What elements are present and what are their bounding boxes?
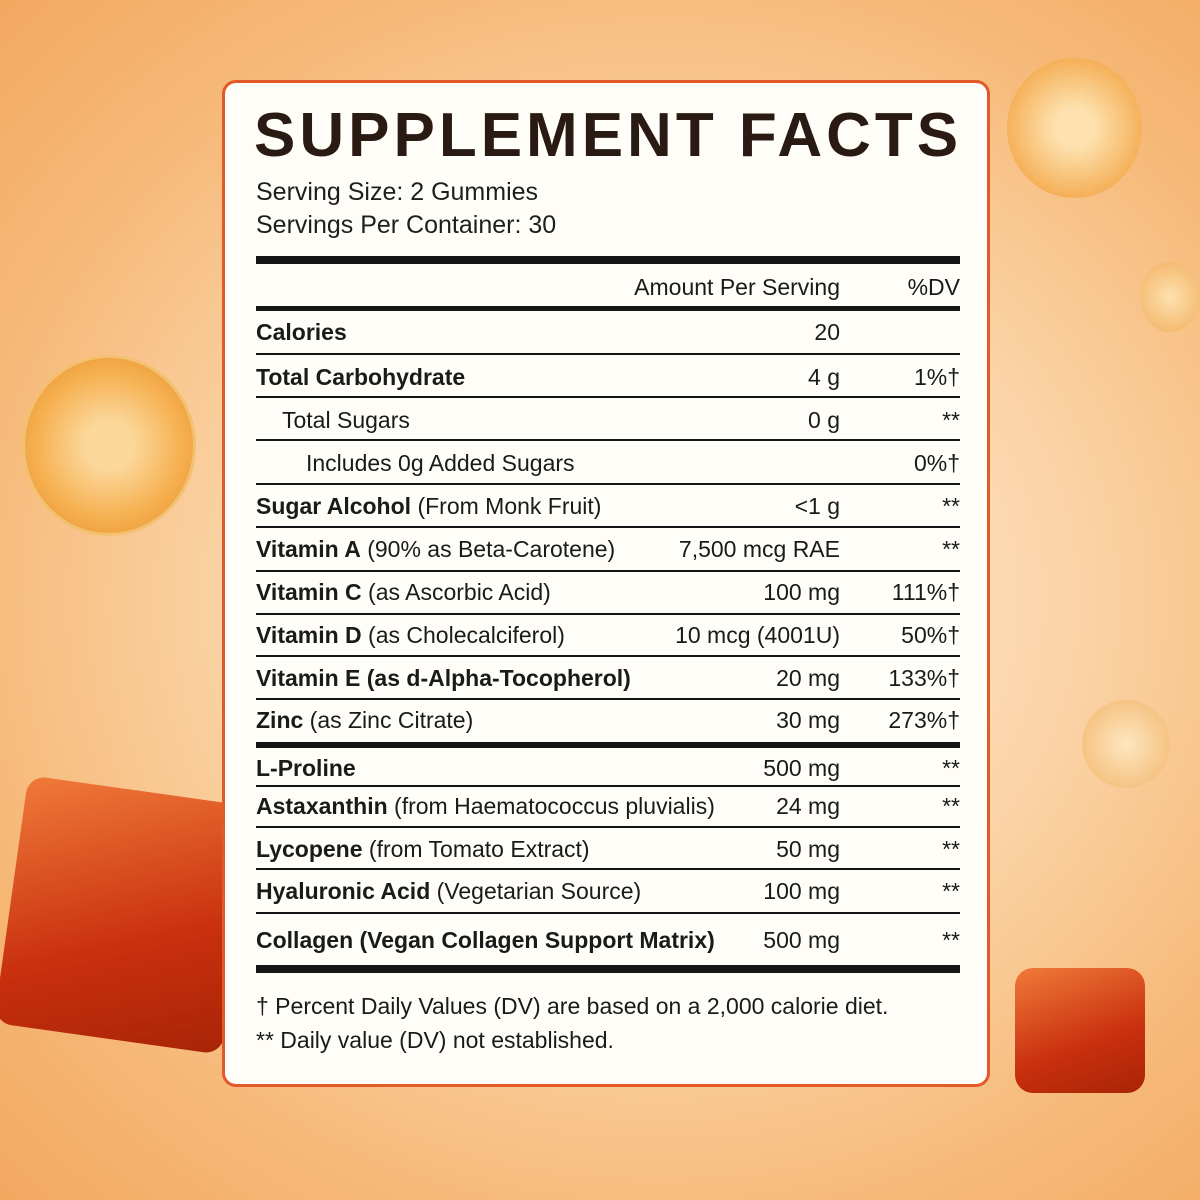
nutrient-detail: (as Ascorbic Acid)	[368, 579, 551, 605]
nutrient-name: Sugar Alcohol	[256, 493, 412, 519]
rule	[256, 306, 960, 311]
nutrient-detail: (90% as Beta-Carotene)	[367, 536, 616, 562]
bubble	[1007, 58, 1142, 198]
daily-value: 133%†	[888, 665, 960, 691]
daily-value: 1%†	[913, 364, 960, 390]
nutrient-detail: (as Zinc Citrate)	[309, 707, 474, 733]
amount: 30 mg	[776, 707, 840, 733]
daily-value: 0%†	[913, 450, 960, 476]
nutrient-detail: (as Cholecalciferol)	[368, 622, 565, 648]
daily-value: **	[942, 407, 960, 433]
rule	[256, 965, 960, 973]
rule	[256, 826, 960, 828]
amount: 10 mcg (4001U)	[675, 622, 840, 648]
nutrient-detail: (from Haematococcus pluvialis)	[394, 793, 715, 819]
amount: 100 mg	[763, 878, 840, 904]
nutrient-row: Vitamin E (as d-Alpha-Tocopherol) 20 mg 13…	[256, 662, 960, 694]
daily-value: 50%†	[901, 622, 960, 648]
rule	[256, 742, 960, 748]
gummy	[1015, 968, 1145, 1093]
amount: 100 mg	[763, 579, 840, 605]
rule	[256, 256, 960, 264]
daily-value: 111%†	[891, 579, 960, 605]
nutrient-detail: (From Monk Fruit)	[417, 493, 602, 519]
amount: 20	[814, 319, 840, 345]
daily-value: **	[942, 536, 960, 562]
rule	[256, 785, 960, 787]
nutrient-row: Astaxanthin (from Haematococcus pluviali…	[256, 790, 960, 822]
gummy	[0, 775, 257, 1055]
serving-size: Serving Size: 2 Gummies	[256, 178, 539, 206]
nutrient-row: Vitamin A (90% as Beta-Carotene) 7,500 mc…	[256, 533, 960, 565]
rule	[256, 613, 960, 615]
nutrient-row: Total Sugars 0 g **	[256, 404, 960, 436]
rule	[256, 655, 960, 657]
facts-card	[222, 80, 990, 1087]
nutrient-row: Hyaluronic Acid (Vegetarian Source) 100 m…	[256, 875, 960, 907]
amount: 7,500 mcg RAE	[678, 536, 840, 562]
nutrient-row: Vitamin D (as Cholecalciferol) 10 mcg (40…	[256, 619, 960, 651]
nutrient-row: Sugar Alcohol (From Monk Fruit) <1 g **	[256, 490, 960, 522]
rule	[256, 353, 960, 355]
rule	[256, 439, 960, 441]
nutrient-name: Vitamin E (as d-Alpha-Tocopherol)	[256, 665, 631, 691]
amount: 50 mg	[776, 836, 840, 862]
nutrient-row: Lycopene (from Tomato Extract) 50 mg **	[256, 833, 960, 865]
title: SUPPLEMENT FACTS	[254, 101, 963, 170]
nutrient-row: L-Proline 500 mg **	[256, 752, 960, 784]
rule	[256, 698, 960, 700]
nutrient-name: Collagen (Vegan Collagen Support Matrix)	[256, 927, 715, 953]
nutrient-name: L-Proline	[256, 755, 356, 781]
amount: 24 mg	[776, 793, 840, 819]
daily-value: **	[942, 878, 960, 904]
nutrient-name: Vitamin A	[256, 536, 361, 562]
daily-value: **	[942, 493, 960, 519]
nutrient-name: Includes 0g Added Sugars	[306, 450, 575, 476]
rule	[256, 912, 960, 914]
nutrient-detail: (Vegetarian Source)	[436, 878, 642, 904]
nutrient-row: Collagen (Vegan Collagen Support Matrix)…	[256, 924, 960, 956]
footnote: ** Daily value (DV) not established.	[256, 1027, 614, 1053]
bubble	[1140, 262, 1200, 332]
nutrient-row: Vitamin C (as Ascorbic Acid) 100 mg 111%†	[256, 576, 960, 608]
daily-value: **	[942, 927, 960, 953]
header-row: Amount Per Serving %DV	[256, 271, 960, 303]
nutrient-row: Calories 20	[256, 316, 960, 348]
amount: 500 mg	[763, 755, 840, 781]
rule	[256, 396, 960, 398]
servings-per-container: Servings Per Container: 30	[256, 211, 557, 239]
header-amount: Amount Per Serving	[634, 274, 840, 300]
nutrient-name: Total Carbohydrate	[256, 364, 466, 390]
daily-value: **	[942, 755, 960, 781]
nutrient-detail: (from Tomato Extract)	[368, 836, 590, 862]
rule	[256, 483, 960, 485]
daily-value: **	[942, 793, 960, 819]
header-dv: %DV	[907, 274, 960, 300]
nutrient-name: Astaxanthin	[256, 793, 388, 819]
nutrient-row: Includes 0g Added Sugars 0%†	[256, 447, 960, 479]
daily-value: 273%†	[888, 707, 960, 733]
footnote: † Percent Daily Values (DV) are based on…	[256, 993, 889, 1019]
nutrient-name: Zinc	[256, 707, 304, 733]
nutrient-row: Total Carbohydrate 4 g 1%†	[256, 361, 960, 393]
bubble	[1082, 700, 1170, 788]
amount: 4 g	[808, 364, 840, 390]
nutrient-name: Vitamin D	[256, 622, 362, 648]
rule	[256, 868, 960, 870]
nutrient-name: Total Sugars	[282, 407, 410, 433]
daily-value: **	[942, 836, 960, 862]
bubble	[22, 355, 196, 536]
nutrient-name: Lycopene	[256, 836, 363, 862]
rule	[256, 526, 960, 528]
nutrient-name: Hyaluronic Acid	[256, 878, 431, 904]
nutrient-name: Calories	[256, 319, 347, 345]
amount: 500 mg	[763, 927, 840, 953]
nutrient-name: Vitamin C	[256, 579, 362, 605]
nutrient-row: Zinc (as Zinc Citrate) 30 mg 273%†	[256, 704, 960, 736]
rule	[256, 570, 960, 572]
amount: 20 mg	[776, 665, 840, 691]
amount: 0 g	[808, 407, 840, 433]
amount: <1 g	[794, 493, 840, 519]
